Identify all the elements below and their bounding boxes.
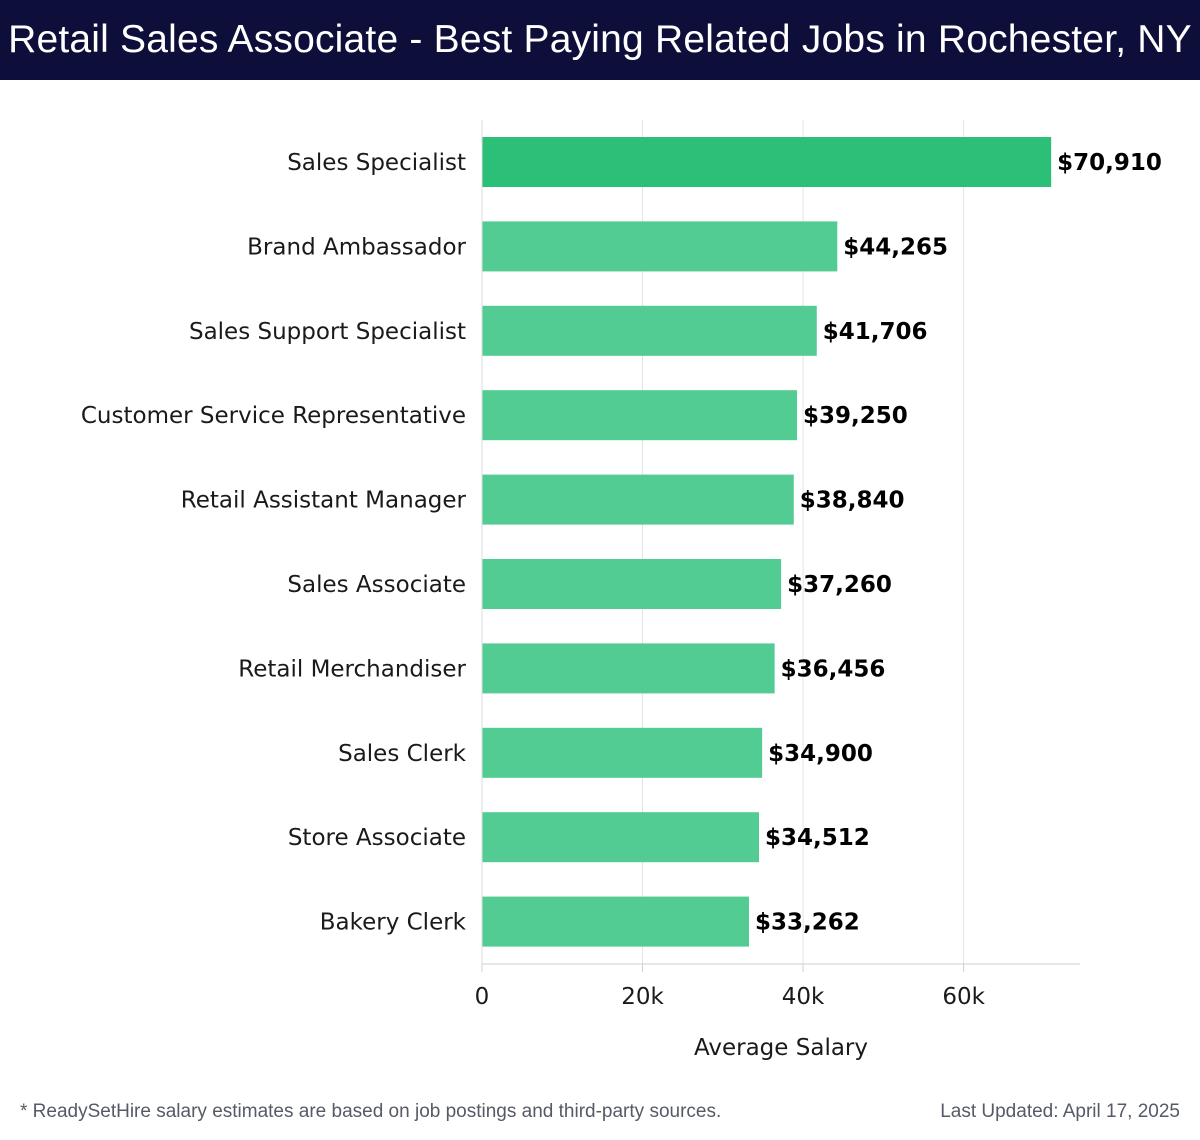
category-label: Bakery Clerk: [320, 910, 467, 936]
category-label: Retail Assistant Manager: [181, 488, 467, 514]
category-label: Sales Associate: [287, 572, 466, 598]
bar: [482, 474, 794, 525]
bar: [482, 137, 1052, 187]
value-label: $36,456: [781, 656, 886, 682]
value-label: $44,265: [843, 234, 948, 260]
value-label: $38,840: [800, 488, 905, 514]
bar: [482, 812, 760, 863]
footer: * ReadySetHire salary estimates are base…: [0, 1095, 1200, 1129]
footer-note: * ReadySetHire salary estimates are base…: [20, 1101, 722, 1122]
value-labels: $70,910 $44,265 $41,706 $39,250 $38,840 $37,2…: [755, 150, 1162, 936]
category-labels: Sales Specialist Brand Ambassador Sales Su…: [81, 150, 467, 936]
x-axis-title: Average Salary: [694, 1035, 868, 1061]
bar: [482, 559, 782, 609]
value-label: $37,260: [787, 572, 892, 598]
category-label: Sales Specialist: [287, 150, 466, 176]
bar: [482, 221, 838, 272]
category-label: Customer Service Representative: [81, 403, 466, 429]
x-tick-label: 60k: [942, 984, 985, 1010]
value-label: $34,512: [765, 825, 870, 851]
x-tick-label: 20k: [621, 984, 664, 1010]
category-label: Sales Support Specialist: [189, 319, 466, 345]
value-label: $39,250: [803, 403, 908, 429]
category-label: Brand Ambassador: [247, 234, 466, 260]
last-updated: Last Updated: April 17, 2025: [940, 1101, 1180, 1122]
value-label: $70,910: [1057, 150, 1162, 176]
bar: [482, 305, 817, 356]
chart-title-bar: Retail Sales Associate - Best Paying Rel…: [0, 0, 1200, 80]
category-label: Sales Clerk: [338, 741, 467, 767]
x-axis: 0 20k 40k 60k Average Salary: [475, 120, 1080, 1061]
bar: [482, 643, 775, 694]
value-label: $33,262: [755, 910, 860, 936]
bar: [482, 390, 798, 441]
bar: [482, 727, 763, 778]
bars: [482, 137, 1052, 947]
x-tick-label: 0: [475, 984, 490, 1010]
value-label: $34,900: [768, 741, 873, 767]
value-label: $41,706: [823, 319, 928, 345]
x-tick-label: 40k: [782, 984, 825, 1010]
bar: [482, 896, 749, 947]
category-label: Retail Merchandiser: [238, 656, 466, 682]
page-title: Retail Sales Associate - Best Paying Rel…: [8, 18, 1192, 61]
category-label: Store Associate: [288, 825, 466, 851]
salary-bar-chart: Sales Specialist Brand Ambassador Sales Su…: [81, 120, 1162, 1061]
